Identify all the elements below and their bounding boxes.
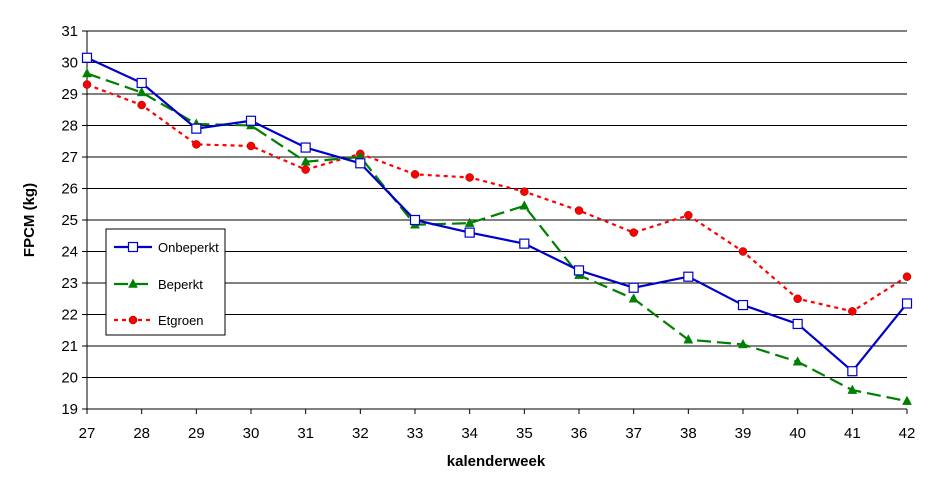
data-point-etgroen [684, 211, 693, 220]
y-tick-label: 30 [61, 55, 78, 72]
data-point-beperkt [300, 156, 311, 166]
x-tick-label: 39 [735, 425, 752, 442]
data-point-beperkt [82, 67, 92, 78]
data-point-etgroen [520, 187, 529, 196]
data-point-etgroen [574, 206, 584, 215]
data-point-etgroen [848, 307, 857, 316]
y-tick-label: 27 [61, 149, 78, 166]
legend-marker-onbeperkt [127, 241, 139, 253]
data-point-beperkt [464, 217, 475, 227]
data-point-etgroen [902, 272, 912, 281]
y-tick-label: 29 [61, 86, 78, 103]
y-tick-label: 28 [61, 118, 78, 135]
x-tick-label: 30 [243, 425, 260, 442]
data-point-onbeperkt [901, 298, 913, 309]
gridlines [87, 30, 907, 410]
data-point-beperkt [792, 356, 803, 366]
data-point-onbeperkt [81, 52, 93, 63]
data-point-etgroen [82, 80, 92, 89]
data-point-onbeperkt [792, 318, 803, 330]
data-point-onbeperkt [191, 123, 202, 134]
legend-marker-etgroen [128, 315, 138, 325]
x-tick-label: 29 [188, 425, 205, 442]
data-point-etgroen [738, 247, 748, 256]
x-tick-label: 35 [516, 425, 533, 442]
data-point-onbeperkt [847, 366, 858, 377]
legend-marker-beperkt [128, 278, 138, 288]
y-tick-label: 31 [61, 23, 78, 40]
data-point-onbeperkt [519, 238, 530, 249]
x-tick-label: 31 [297, 425, 314, 442]
y-tick-label: 24 [61, 244, 78, 261]
data-point-onbeperkt [300, 142, 311, 153]
data-point-beperkt [628, 293, 639, 303]
axes [82, 30, 908, 414]
series-group [81, 52, 913, 405]
x-tick-labels: 27 28 29 30 31 32 33 34 35 36 37 38 39 40 41 42 [79, 425, 916, 442]
data-point-onbeperkt [573, 265, 585, 276]
data-point-onbeperkt [683, 271, 694, 282]
x-tick-label: 27 [79, 425, 96, 442]
y-tick-label: 26 [61, 181, 78, 198]
data-point-onbeperkt [464, 227, 475, 238]
x-tick-label: 28 [133, 425, 150, 442]
x-tick-label: 40 [789, 425, 806, 442]
data-point-etgroen [465, 173, 474, 182]
x-tick-label: 33 [407, 425, 424, 442]
data-point-etgroen [137, 100, 146, 110]
data-point-onbeperkt [628, 282, 639, 293]
y-axis-title: FPCM (kg) [21, 183, 38, 257]
y-tick-label: 22 [61, 307, 78, 324]
y-tick-label: 21 [61, 338, 78, 355]
x-axis-title: kalenderweek [447, 453, 546, 470]
legend-label-etgroen: Etgroen [158, 313, 204, 328]
series-onbeperkt [81, 52, 913, 377]
y-tick-label: 19 [61, 401, 78, 418]
y-tick-label: 20 [61, 370, 78, 387]
x-tick-label: 41 [844, 425, 861, 442]
data-point-beperkt [847, 384, 858, 394]
data-point-beperkt [683, 334, 694, 344]
data-point-etgroen [410, 170, 420, 179]
data-point-onbeperkt [409, 214, 421, 226]
x-tick-label: 37 [625, 425, 642, 442]
series-etgroen [82, 80, 912, 316]
x-tick-label: 38 [680, 425, 697, 442]
data-point-onbeperkt [136, 77, 147, 89]
legend-label-beperkt: Beperkt [158, 277, 203, 292]
series-line-etgroen [86, 83, 908, 313]
data-point-onbeperkt [737, 299, 749, 311]
data-point-beperkt [136, 86, 147, 97]
y-tick-label: 23 [61, 275, 78, 292]
data-point-etgroen [793, 294, 802, 303]
series-line-onbeperkt [86, 56, 908, 373]
data-point-etgroen [301, 165, 310, 174]
x-tick-label: 32 [352, 425, 369, 442]
data-point-beperkt [738, 338, 748, 349]
y-tick-labels: 19 20 21 22 23 24 25 26 27 28 29 30 31 [61, 23, 78, 418]
data-point-beperkt [902, 395, 912, 405]
legend-label-onbeperkt: Onbeperkt [158, 240, 219, 255]
data-point-etgroen [192, 140, 201, 149]
data-point-beperkt [519, 200, 530, 210]
data-point-onbeperkt [355, 158, 366, 169]
x-tick-label: 42 [899, 425, 916, 442]
y-tick-label: 25 [61, 212, 78, 229]
legend: Onbeperkt Beperkt Etgroen [105, 228, 226, 336]
x-tick-label: 36 [571, 425, 588, 442]
data-point-etgroen [246, 141, 256, 151]
x-tick-label: 34 [461, 425, 478, 442]
data-point-onbeperkt [245, 115, 257, 126]
data-point-etgroen [629, 228, 638, 237]
